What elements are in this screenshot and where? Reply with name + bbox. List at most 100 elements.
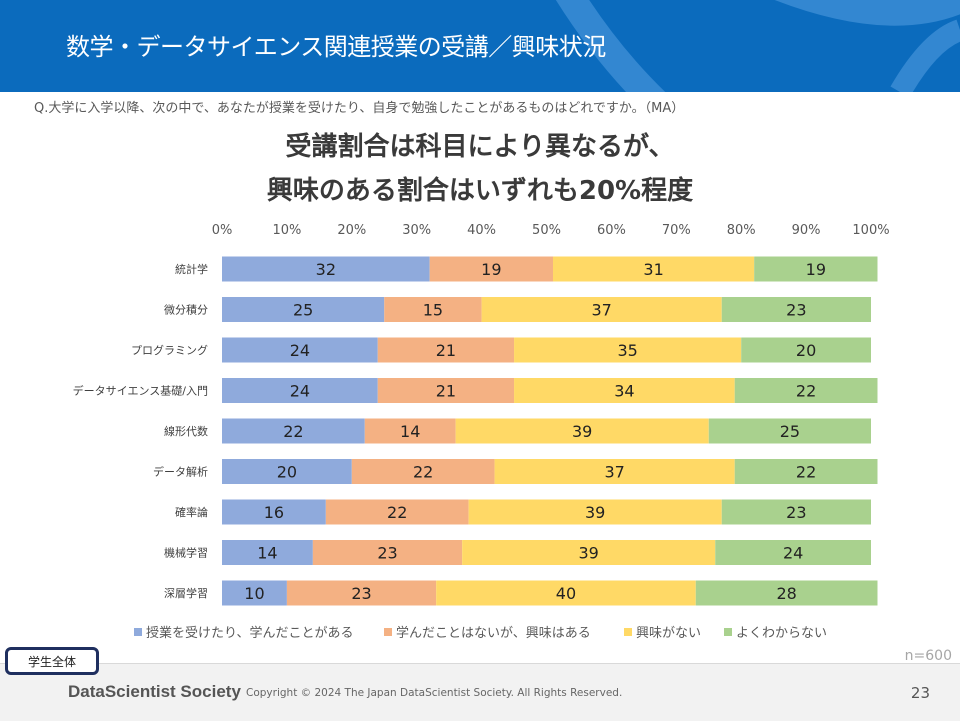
data-label: 16 xyxy=(264,503,284,522)
data-label: 23 xyxy=(786,503,806,522)
bar-segment xyxy=(222,540,313,565)
bar-segment xyxy=(715,540,871,565)
bar-segment xyxy=(222,337,378,363)
bar-segment xyxy=(514,337,742,363)
data-label: 25 xyxy=(293,301,313,320)
data-label: 39 xyxy=(579,544,599,563)
headline-line2: 興味のある割合はいずれも20%程度 xyxy=(266,176,694,206)
bar-segment xyxy=(377,378,515,403)
data-label: 21 xyxy=(436,341,456,360)
legend-swatch xyxy=(134,628,142,636)
bar-segment xyxy=(325,499,469,525)
data-label: 22 xyxy=(413,463,433,482)
data-label: 32 xyxy=(316,260,336,279)
category-label: 線形代数 xyxy=(164,424,208,438)
bar-segment xyxy=(222,256,430,282)
data-label: 23 xyxy=(351,584,371,603)
x-tick-label: 50% xyxy=(532,223,561,238)
data-label: 22 xyxy=(796,463,816,482)
data-label: 24 xyxy=(783,544,803,563)
bar-segment xyxy=(351,459,495,484)
bar-segment xyxy=(462,540,716,565)
legend-label: 学んだことはないが、興味はある xyxy=(396,625,591,641)
page-title: 数学・データサイエンス関連授業の受講／興味状況 xyxy=(66,33,606,61)
data-label: 28 xyxy=(776,584,796,603)
data-label: 37 xyxy=(604,463,624,482)
data-label: 23 xyxy=(786,301,806,320)
bar-segment xyxy=(312,540,463,565)
data-label: 22 xyxy=(796,382,816,401)
bar-segment xyxy=(494,459,735,484)
bar-segment xyxy=(286,580,437,606)
headline-line1: 受講割合は科目により異なるが、 xyxy=(285,132,675,162)
category-label: プログラミング xyxy=(131,343,208,357)
bar-segment xyxy=(514,378,735,403)
legend-swatch xyxy=(384,628,392,636)
category-label: データ解析 xyxy=(153,465,208,479)
data-label: 14 xyxy=(257,544,277,563)
bar-segment xyxy=(222,378,378,403)
data-label: 24 xyxy=(290,341,310,360)
category-label: 深層学習 xyxy=(164,586,208,600)
category-label: 微分積分 xyxy=(164,303,208,317)
bar-segment xyxy=(222,297,385,322)
stacked-bar-chart: 0% 10% 20% 30% 40% 50% 60% 70% 80% 90% 100% 統計学 32 19… xyxy=(73,223,890,641)
bar-segment xyxy=(436,580,696,606)
survey-question: Q.大学に入学以降、次の中で、あなたが授業を受けたり、自身で勉強したことがあるも… xyxy=(34,101,685,116)
bar-segment xyxy=(741,337,871,363)
bar-segment xyxy=(734,378,878,403)
bar-segment xyxy=(468,499,722,525)
data-label: 22 xyxy=(283,422,303,441)
x-tick-label: 70% xyxy=(662,223,691,238)
legend-label: 授業を受けたり、学んだことがある xyxy=(146,625,353,641)
bar-segment xyxy=(222,580,287,606)
bar-segment xyxy=(481,297,722,322)
data-label: 39 xyxy=(585,503,605,522)
bar-segment xyxy=(552,256,755,282)
legend-swatch xyxy=(724,628,732,636)
bar-segment xyxy=(222,499,326,525)
bar-segment xyxy=(429,256,553,282)
data-label: 20 xyxy=(277,463,297,482)
logo: DataScientist Society xyxy=(68,682,241,701)
bar-segment xyxy=(377,337,515,363)
x-tick-label: 100% xyxy=(852,223,889,238)
footer: DataScientist Society Copyright © 2024 T… xyxy=(0,663,960,721)
category-label: 確率論 xyxy=(175,505,208,519)
data-label: 24 xyxy=(290,382,310,401)
data-label: 25 xyxy=(780,422,800,441)
x-tick-label: 10% xyxy=(272,223,301,238)
bar-segment xyxy=(734,459,878,484)
data-label: 10 xyxy=(244,584,264,603)
bar-segment xyxy=(754,256,878,282)
bar-segment xyxy=(455,418,709,444)
bar-segment xyxy=(222,459,352,484)
data-label: 19 xyxy=(481,260,501,279)
x-tick-label: 80% xyxy=(727,223,756,238)
data-label: 15 xyxy=(423,301,443,320)
legend-label: よくわからない xyxy=(736,626,827,641)
data-label: 20 xyxy=(796,341,816,360)
segment-badge: 学生全体 xyxy=(5,647,99,675)
data-label: 37 xyxy=(591,301,611,320)
copyright: Copyright © 2024 The Japan DataScientist… xyxy=(246,687,623,699)
bar-segment xyxy=(708,418,871,444)
title-banner: 数学・データサイエンス関連授業の受講／興味状況 xyxy=(0,0,960,92)
page-number: 23 xyxy=(910,684,930,702)
bar-segment xyxy=(384,297,482,322)
x-tick-label: 40% xyxy=(467,223,496,238)
data-label: 22 xyxy=(387,503,407,522)
data-label: 40 xyxy=(556,584,576,603)
x-tick-label: 90% xyxy=(792,223,821,238)
category-label: 機械学習 xyxy=(164,546,208,560)
bar-segment xyxy=(721,297,871,322)
bar-segment xyxy=(695,580,878,606)
data-label: 31 xyxy=(643,260,663,279)
bar-segment xyxy=(222,418,365,444)
decorative-arc-icon xyxy=(555,0,960,92)
data-label: 21 xyxy=(436,382,456,401)
x-tick-label: 30% xyxy=(402,223,431,238)
data-label: 19 xyxy=(806,260,826,279)
bar-segment xyxy=(721,499,871,525)
data-label: 23 xyxy=(377,544,397,563)
